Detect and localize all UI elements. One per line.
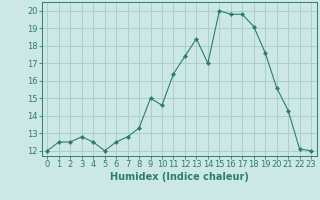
X-axis label: Humidex (Indice chaleur): Humidex (Indice chaleur) xyxy=(110,172,249,182)
